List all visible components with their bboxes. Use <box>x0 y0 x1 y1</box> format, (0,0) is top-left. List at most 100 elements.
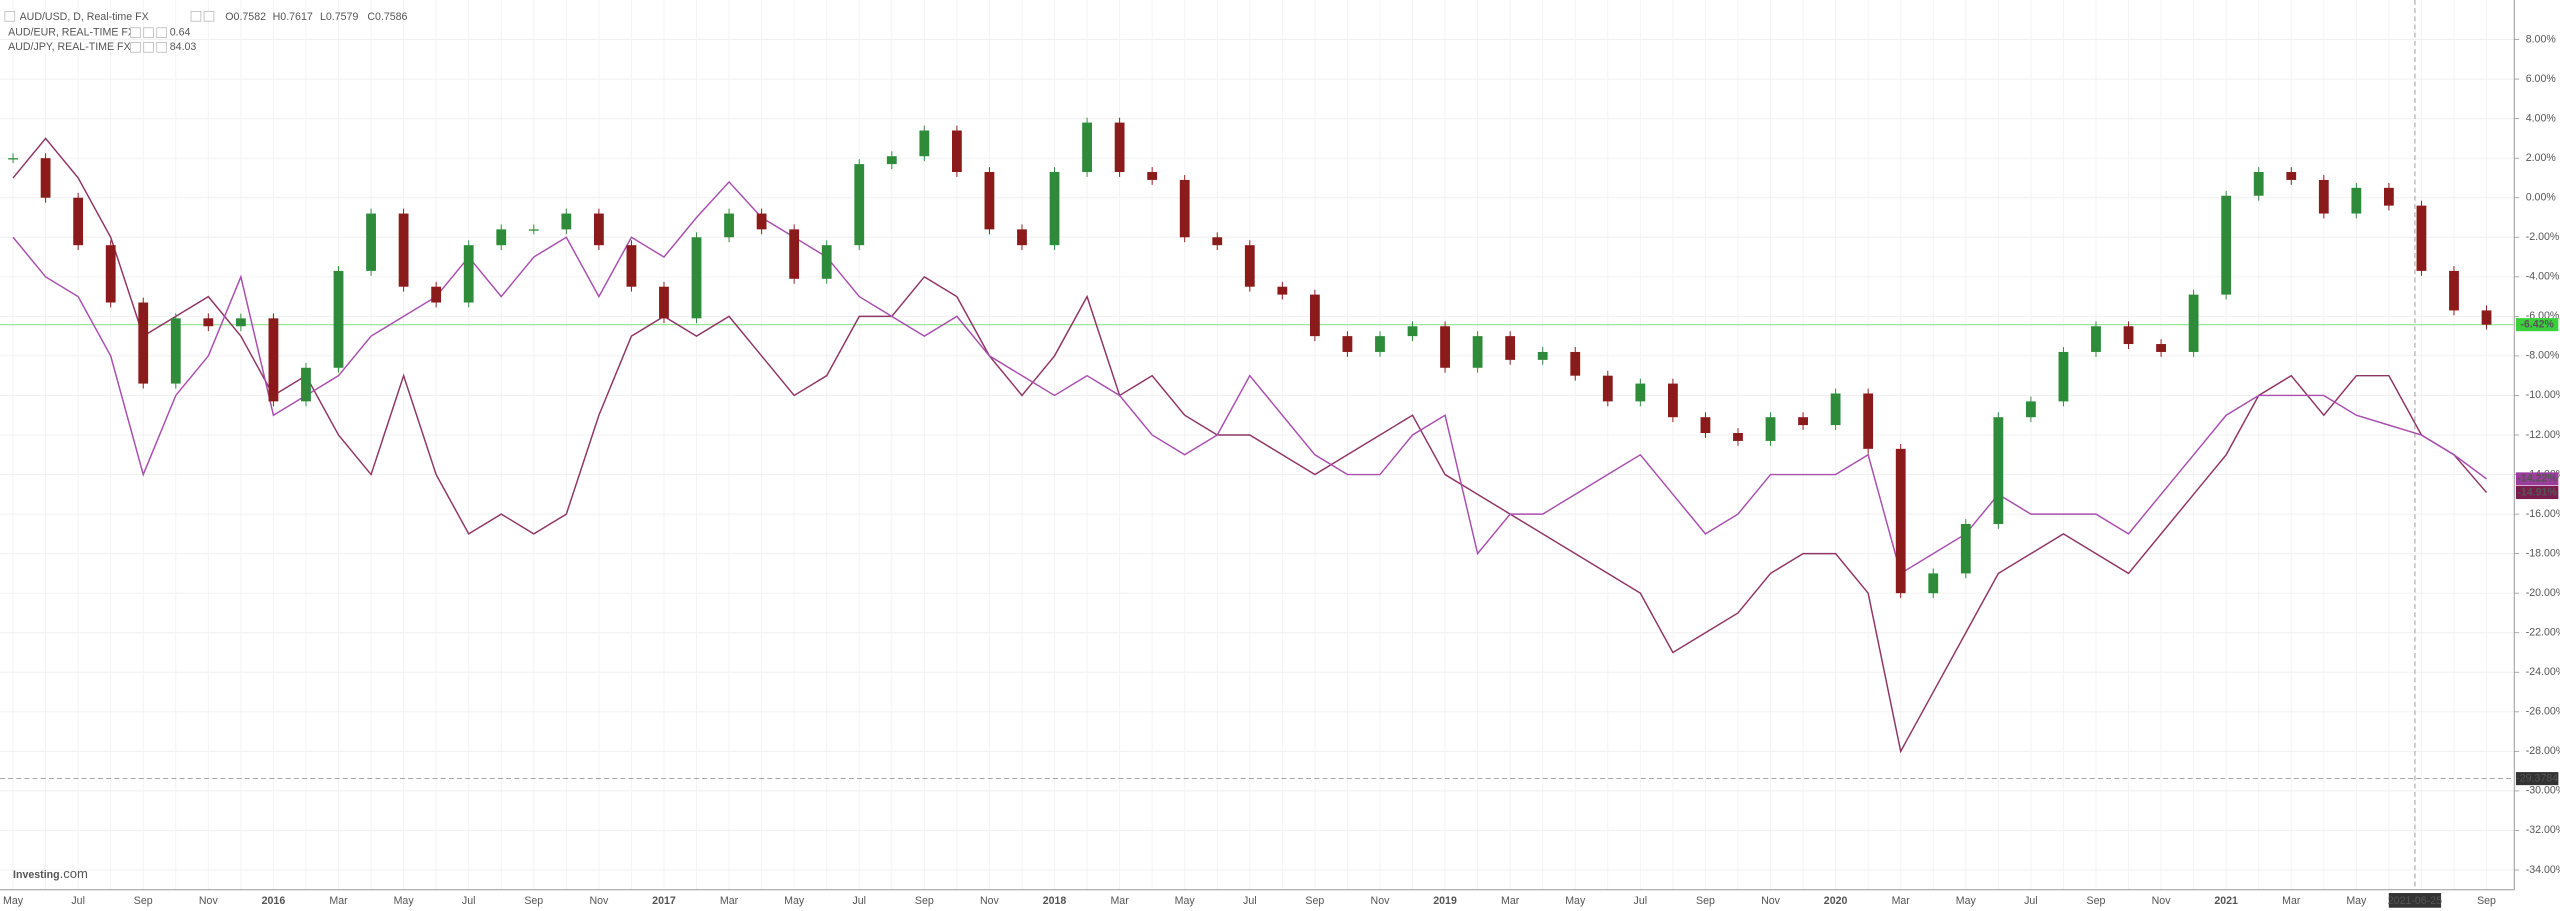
y-tick-label: -30.00% <box>2526 785 2560 797</box>
y-tick-label: -2.00% <box>2526 231 2560 243</box>
y-tick-label: -8.00% <box>2526 350 2560 362</box>
candle <box>593 213 604 246</box>
candle <box>1017 229 1027 246</box>
candle <box>398 213 409 287</box>
candle <box>268 318 279 402</box>
candle <box>2025 401 2036 418</box>
candle <box>2383 187 2394 206</box>
y-tick-label: -28.00% <box>2526 745 2560 757</box>
y-tick-label: -24.00% <box>2526 666 2560 678</box>
x-tick-label: 2021 <box>2214 895 2238 907</box>
candle <box>1342 336 1353 352</box>
y-tick-label: -20.00% <box>2526 587 2560 599</box>
x-tick-label: 2016 <box>262 895 286 907</box>
candle <box>2253 172 2264 196</box>
x-tick-label: May <box>784 895 805 907</box>
series-line <box>12 137 2488 754</box>
candle <box>2318 179 2329 214</box>
logo: Investing.com <box>13 867 88 882</box>
legend-icon <box>130 42 141 53</box>
x-tick-label: May <box>1175 895 1196 907</box>
y-tick-label: -26.00% <box>2526 706 2560 718</box>
candle <box>789 229 800 279</box>
x-tick-label: 2018 <box>1043 895 1067 907</box>
x-tick-label: 2019 <box>1433 895 1457 907</box>
crosshair-x-tag <box>2388 893 2442 908</box>
candle <box>2123 326 2134 345</box>
candle <box>626 245 637 287</box>
x-tick-label: Jul <box>1243 895 1257 907</box>
legend: AUD/USD, D, Real-time FX O0.7582 H0.7617 L0… <box>4 11 408 53</box>
candle <box>1179 179 1190 238</box>
candle <box>2351 187 2362 214</box>
price-tag <box>2515 318 2559 332</box>
candle <box>170 318 181 384</box>
x-tick-label: Nov <box>589 895 609 907</box>
candle <box>1407 326 1418 337</box>
legend-quote: 0.64 <box>170 26 191 38</box>
candle <box>756 213 767 230</box>
x-tick-label: Nov <box>1761 895 1781 907</box>
candle <box>1244 245 1255 287</box>
y-tick-label: -18.00% <box>2526 547 2560 559</box>
candle <box>40 158 51 198</box>
legend-icon <box>143 42 154 53</box>
candle <box>951 130 962 173</box>
candle <box>1863 393 1874 449</box>
candle <box>1375 336 1385 352</box>
logo-suffix: .com <box>60 867 88 882</box>
x-tick-label: Sep <box>2087 895 2106 907</box>
candle <box>2058 351 2069 402</box>
candle <box>2286 172 2297 180</box>
candle <box>1993 417 2004 524</box>
x-tick-label: Sep <box>134 895 153 907</box>
candle <box>1700 417 1711 434</box>
x-tick-label: Mar <box>720 895 739 907</box>
x-tick-label: Mar <box>1892 895 1911 907</box>
candle <box>2188 294 2199 352</box>
legend-title: AUD/USD, D, Real-time FX <box>20 11 149 23</box>
crosshair-y-label: -29.3784 <box>2516 772 2558 784</box>
candle <box>1114 122 1125 173</box>
legend-quote: O0.7582 <box>225 11 266 23</box>
legend-icon <box>143 27 154 38</box>
candle <box>1147 172 1158 180</box>
price-tag <box>2515 486 2559 500</box>
candle <box>1082 122 1092 173</box>
candle <box>463 245 474 303</box>
candle <box>528 229 539 231</box>
candle <box>691 237 702 319</box>
y-tick-label: 4.00% <box>2526 112 2557 124</box>
series-line <box>12 180 2487 575</box>
candle <box>821 245 832 279</box>
x-tick-label: Nov <box>1371 895 1391 907</box>
candle <box>73 197 84 246</box>
candle <box>1635 383 1646 402</box>
candle <box>561 213 572 230</box>
candle <box>1049 172 1060 246</box>
legend-series: AUD/JPY, REAL-TIME FX <box>8 41 130 53</box>
x-tick-label: Sep <box>1696 895 1715 907</box>
x-tick-label: 2020 <box>1824 895 1848 907</box>
candle <box>1309 294 1320 337</box>
x-tick-label: Nov <box>980 895 1000 907</box>
candle <box>2416 205 2427 271</box>
x-tick-label: Sep <box>1305 895 1324 907</box>
legend-icon <box>4 11 16 22</box>
x-tick-label: Jul <box>1634 895 1648 907</box>
x-tick-label: Nov <box>199 895 219 907</box>
candle <box>138 302 149 384</box>
candle <box>1765 417 1776 441</box>
price-tag-label: -6.42% <box>2520 318 2554 330</box>
y-tick-label: 0.00% <box>2526 192 2557 204</box>
x-tick-label: Mar <box>1501 895 1520 907</box>
legend-icon <box>156 27 167 38</box>
candle <box>1440 326 1450 368</box>
x-tick-label: May <box>1565 895 1586 907</box>
candle <box>724 213 734 238</box>
y-tick-label: -34.00% <box>2526 864 2560 876</box>
y-tick-label: 6.00% <box>2526 73 2557 85</box>
